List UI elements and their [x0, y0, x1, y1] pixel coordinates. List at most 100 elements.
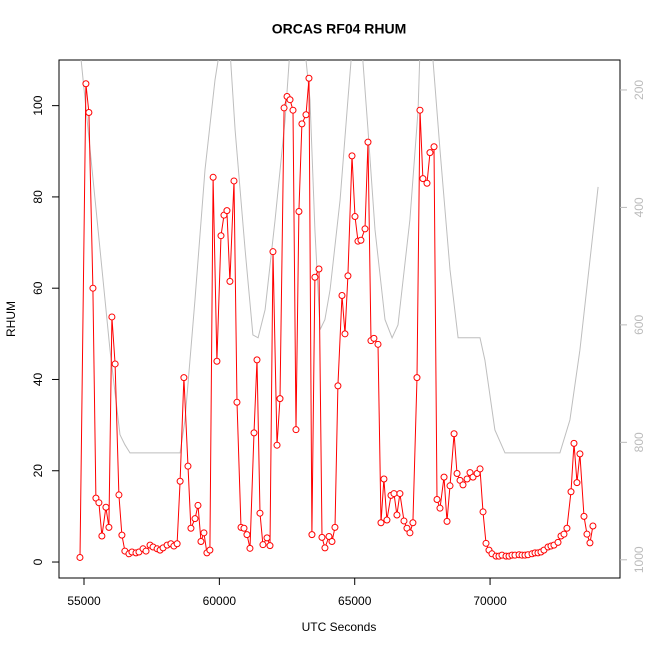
point — [361, 225, 369, 233]
point — [266, 542, 274, 550]
point — [377, 519, 385, 527]
point — [567, 488, 575, 496]
point — [554, 538, 562, 546]
y-tick-label: 80 — [31, 190, 45, 204]
point — [573, 479, 581, 487]
point — [111, 360, 119, 368]
point — [459, 481, 467, 489]
point — [253, 356, 261, 364]
y-tick-label: 60 — [31, 281, 45, 295]
point — [364, 138, 372, 146]
y-tick-label: 20 — [31, 464, 45, 478]
y2-tick-label: 200 — [632, 80, 646, 100]
point — [570, 439, 578, 447]
point — [85, 108, 93, 116]
point — [273, 441, 281, 449]
point — [240, 524, 248, 532]
point — [426, 149, 434, 157]
point — [390, 490, 398, 498]
y-tick-label: 0 — [31, 558, 45, 565]
point — [416, 106, 424, 114]
x-tick-label: 60000 — [203, 594, 237, 608]
point — [341, 330, 349, 338]
point — [560, 530, 568, 538]
y2-tick-label: 400 — [632, 197, 646, 217]
point — [351, 213, 359, 221]
point — [194, 501, 202, 509]
point — [325, 532, 333, 540]
point — [191, 515, 199, 523]
point — [338, 291, 346, 299]
point — [89, 284, 97, 292]
series-line — [80, 60, 599, 454]
point — [479, 508, 487, 516]
point — [295, 208, 303, 216]
point — [269, 248, 277, 256]
point — [348, 152, 356, 160]
point — [370, 334, 378, 342]
point — [393, 511, 401, 519]
point — [430, 143, 438, 151]
point — [302, 111, 310, 119]
point — [453, 469, 461, 477]
point — [256, 509, 264, 517]
point — [108, 313, 116, 321]
point — [436, 504, 444, 512]
point — [357, 236, 365, 244]
point — [419, 175, 427, 183]
point — [380, 475, 388, 483]
point — [315, 265, 323, 273]
point — [209, 173, 217, 181]
point — [374, 340, 382, 348]
point — [308, 531, 316, 539]
point — [226, 277, 234, 285]
point — [289, 106, 297, 114]
point — [440, 473, 448, 481]
point — [246, 544, 254, 552]
point — [463, 475, 471, 483]
point — [334, 382, 342, 390]
y2-tick-label: 1000 — [632, 546, 646, 573]
point — [583, 530, 591, 538]
point — [396, 490, 404, 498]
point — [586, 539, 594, 547]
y-tick-label: 40 — [31, 372, 45, 386]
point — [263, 534, 271, 542]
point — [344, 272, 352, 280]
point — [450, 430, 458, 438]
point — [286, 96, 294, 104]
point — [328, 537, 336, 545]
x-axis-label: UTC Seconds — [302, 620, 377, 634]
point — [118, 531, 126, 539]
point — [331, 523, 339, 531]
point — [276, 395, 284, 403]
point — [115, 491, 123, 499]
chart-title: ORCAS RF04 RHUM — [272, 21, 407, 37]
point — [223, 207, 231, 215]
y2-tick-label: 600 — [632, 315, 646, 335]
point — [217, 232, 225, 240]
point — [187, 524, 195, 532]
point — [406, 529, 414, 537]
point — [200, 529, 208, 537]
point — [184, 462, 192, 470]
point — [95, 499, 103, 507]
point — [82, 80, 90, 88]
point — [446, 482, 454, 490]
point — [233, 398, 241, 406]
y-axis-label: RHUM — [4, 301, 18, 337]
point — [589, 522, 597, 530]
point — [259, 541, 267, 549]
plot-box — [58, 59, 621, 579]
point — [576, 450, 584, 458]
y2-tick-label: 800 — [632, 432, 646, 452]
point — [206, 546, 214, 554]
point — [476, 465, 484, 473]
point — [413, 374, 421, 382]
point — [482, 539, 490, 547]
point — [142, 547, 150, 555]
point — [76, 553, 84, 561]
series-line — [79, 78, 594, 558]
point — [292, 426, 300, 434]
